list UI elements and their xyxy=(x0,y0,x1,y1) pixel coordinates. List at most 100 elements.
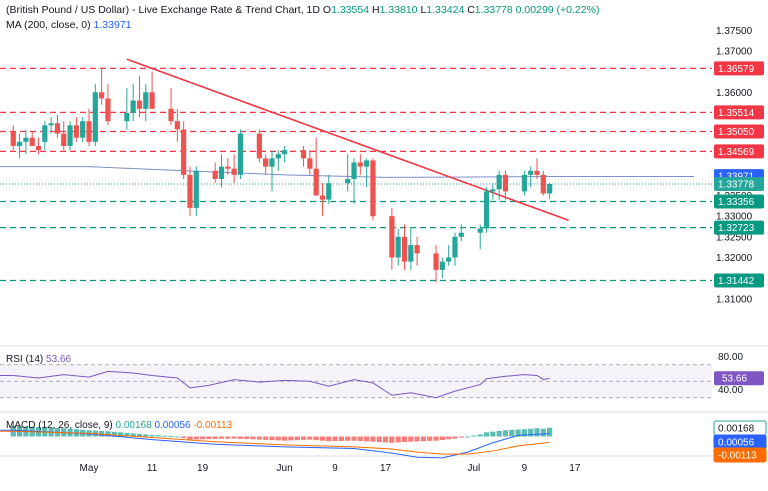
x-tick-label: May xyxy=(80,463,99,474)
macd-line-value: 0.00056 xyxy=(154,420,191,431)
macd-histogram-bar xyxy=(250,436,256,440)
macd-histogram-bar xyxy=(477,434,483,437)
trend-line xyxy=(126,58,569,222)
candle-down xyxy=(149,92,155,109)
candle-up xyxy=(496,174,502,190)
resistance-level-tag xyxy=(714,105,764,120)
resistance-level-label: 1.35050 xyxy=(718,127,755,138)
ma-200-line xyxy=(0,166,694,178)
close-label: C xyxy=(467,4,475,16)
candle-down xyxy=(212,170,218,180)
macd-histogram-bar xyxy=(300,436,307,440)
macd-histogram-bar xyxy=(364,436,370,442)
x-tick-label: 9 xyxy=(522,463,528,474)
low-value: 1.33424 xyxy=(426,4,465,16)
open-label: O xyxy=(322,4,332,16)
rsi-label: RSI (14) xyxy=(6,354,44,365)
support-level-tag xyxy=(714,273,764,288)
candle-down xyxy=(502,174,509,192)
macd-histogram-bar xyxy=(231,436,237,439)
macd-histogram-bar xyxy=(237,436,244,439)
macd-histogram-bar xyxy=(395,436,401,443)
candle-down xyxy=(10,131,16,146)
candle-up xyxy=(269,158,275,167)
macd-histogram-bar xyxy=(130,433,136,437)
candle-down xyxy=(35,145,42,151)
macd-histogram-bar xyxy=(547,427,553,437)
high-value: 1.33810 xyxy=(379,4,418,16)
ma-label: MA (200, close, 0) xyxy=(6,19,91,31)
y-tick-label: 1.33000 xyxy=(716,212,753,223)
macd-histogram-bar xyxy=(256,436,262,440)
ma-header: MA (200, close, 0) 1.33971 xyxy=(6,19,132,31)
macd-histogram-bar xyxy=(319,436,326,441)
resistance-level-tag xyxy=(714,61,764,76)
macd-histogram-bar xyxy=(471,435,477,437)
candle-down xyxy=(99,92,105,99)
macd-histogram-bar xyxy=(124,432,130,437)
y-tick-label: 1.37500 xyxy=(716,26,753,37)
macd-histogram-bar xyxy=(187,436,193,440)
macd-histogram-bar xyxy=(382,436,389,443)
macd-histogram-bar xyxy=(332,436,338,442)
macd-histogram-bar xyxy=(193,436,199,440)
candle-down xyxy=(86,121,92,142)
candle-up xyxy=(130,100,136,113)
change-value: 0.00299 (+0.22%) xyxy=(515,4,600,16)
macd-histogram-bar xyxy=(433,436,439,441)
macd-histogram-bar xyxy=(218,436,225,439)
candle-up xyxy=(395,236,401,258)
candle-down xyxy=(61,133,67,146)
rsi-value-tag-label: 53.66 xyxy=(722,374,747,385)
last-price-tag xyxy=(714,177,764,192)
candle-up xyxy=(364,160,370,167)
macd-histogram-bar xyxy=(370,436,376,442)
candle-up xyxy=(80,121,86,138)
candle-down xyxy=(300,150,307,159)
support-level-label: 1.33356 xyxy=(718,197,755,208)
low-label: L xyxy=(420,4,427,16)
candle-up xyxy=(458,232,464,237)
high-label: H xyxy=(371,4,380,16)
macd-histogram-bar xyxy=(206,436,212,440)
macd-histogram-bar xyxy=(282,436,288,441)
macd-histogram-bar xyxy=(136,433,143,437)
candle-down xyxy=(231,168,237,175)
candle-up xyxy=(282,150,288,155)
macd-histogram-bar xyxy=(168,436,174,438)
chart-header: (British Pound / US Dollar) - Live Excha… xyxy=(6,4,599,16)
candle-up xyxy=(193,170,199,208)
macd-histogram-bar xyxy=(509,429,515,437)
macd-histogram-bar xyxy=(307,436,313,440)
macd-histogram-bar xyxy=(212,436,218,439)
candle-down xyxy=(433,253,439,270)
macd-histogram-bar xyxy=(275,436,281,441)
candle-up xyxy=(490,189,496,192)
macd-histogram-bar xyxy=(345,436,351,441)
macd-pane-label: MACD (12, 26, close, 9) 0.00168 0.00056 … xyxy=(6,420,232,431)
macd-value-tag-label: 0.00056 xyxy=(718,438,755,449)
macd-histogram-bar xyxy=(483,432,490,437)
candle-down xyxy=(307,158,313,169)
candle-up xyxy=(345,179,351,184)
macd-histogram-bar xyxy=(162,435,168,437)
candle-up xyxy=(477,228,483,233)
candle-up xyxy=(326,183,332,200)
macd-histogram-bar xyxy=(515,429,521,437)
candle-up xyxy=(218,166,225,180)
macd-line xyxy=(0,429,550,459)
candle-down xyxy=(73,125,79,138)
candle-up xyxy=(237,133,244,175)
macd-histogram-bar xyxy=(338,436,344,441)
support-level-label: 1.31442 xyxy=(718,276,755,287)
support-level-label: 1.32723 xyxy=(718,223,755,234)
macd-histogram-bar xyxy=(117,432,124,437)
candle-up xyxy=(143,92,149,109)
candle-down xyxy=(168,108,174,122)
candle-down xyxy=(414,245,420,254)
candle-down xyxy=(370,160,376,217)
candle-up xyxy=(23,137,29,142)
candle-up xyxy=(275,154,281,159)
